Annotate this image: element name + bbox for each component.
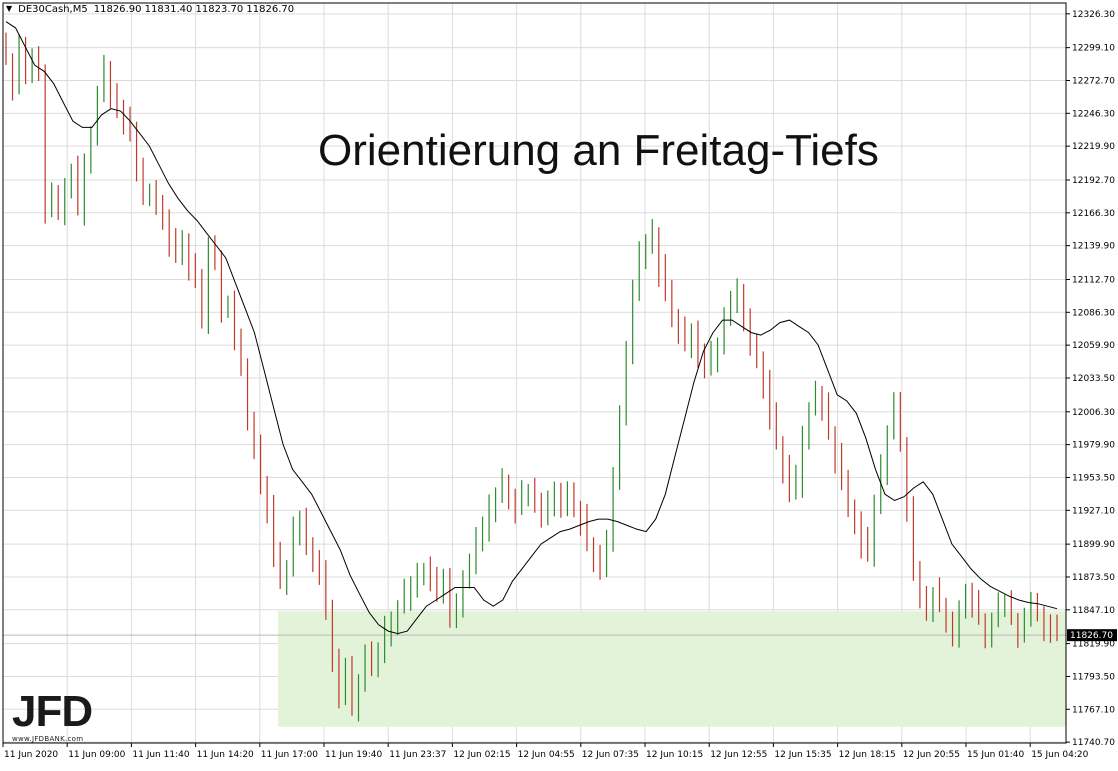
support-zone-layer [3, 611, 1066, 727]
x-tick-label: 12 Jun 15:35 [774, 750, 831, 760]
plot-border [2, 2, 1067, 744]
x-tick-label: 11 Jun 23:37 [389, 750, 446, 760]
y-tick-label: 12139.90 [1072, 242, 1115, 252]
symbol-label: DE30Cash,M5 [18, 4, 88, 15]
y-tick-label: 12086.30 [1072, 308, 1115, 318]
current-price-tag-label: 11826.70 [1070, 631, 1113, 641]
x-tick-label: 11 Jun 09:00 [68, 750, 125, 760]
y-tick-label: 11847.10 [1072, 606, 1115, 616]
x-tick-label: 12 Jun 20:55 [903, 750, 960, 760]
x-tick-label: 15 Jun 01:40 [967, 750, 1024, 760]
candles-layer [5, 32, 1058, 722]
y-tick-label: 12006.30 [1072, 408, 1115, 418]
logo-mark: JFD [12, 687, 93, 736]
y-tick-label: 12326.30 [1072, 10, 1115, 20]
price-axis: 12326.30 12299.10 12272.70 12246.30 12219.90… [1066, 10, 1117, 748]
x-tick-label: 12 Jun 18:15 [839, 750, 896, 760]
x-tick-label: 11 Jun 14:20 [197, 750, 254, 760]
triangle-down-icon[interactable]: ▼ [6, 4, 13, 13]
x-tick-label: 11 Jun 17:00 [261, 750, 318, 760]
y-tick-label: 12299.10 [1072, 44, 1115, 54]
x-tick-label: 11 Jun 11:40 [132, 750, 189, 760]
chart-headline: Orientierung an Freitag-Tiefs [318, 126, 879, 175]
y-tick-label: 12033.50 [1072, 374, 1115, 384]
x-tick-label: 12 Jun 12:55 [710, 750, 767, 760]
ohlc-values: 11826.90 11831.40 11823.70 11826.70 [93, 4, 295, 15]
y-tick-label: 11927.10 [1072, 506, 1115, 516]
y-tick-label: 11793.50 [1072, 672, 1115, 682]
x-tick-label: 15 Jun 04:20 [1031, 750, 1088, 760]
y-tick-label: 11899.90 [1072, 540, 1115, 550]
y-tick-label: 12112.70 [1072, 275, 1115, 285]
y-tick-label: 11873.50 [1072, 573, 1115, 583]
y-tick-label: 11953.50 [1072, 473, 1115, 483]
y-tick-label: 12246.30 [1072, 109, 1115, 119]
current-price-tag [1067, 629, 1117, 642]
support-zone [278, 611, 1066, 727]
y-tick-label: 11819.90 [1072, 640, 1115, 650]
x-tick-label: 11 Jun 19:40 [325, 750, 382, 760]
x-tick-label: 12 Jun 04:55 [518, 750, 575, 760]
y-tick-label: 12059.90 [1072, 341, 1115, 351]
x-tick-label: 12 Jun 10:15 [646, 750, 703, 760]
symbol-bar: ▼ DE30Cash,M5 11826.90 11831.40 11823.70… [6, 4, 294, 15]
y-tick-label: 12272.70 [1072, 76, 1115, 86]
x-tick-label: 12 Jun 07:35 [582, 750, 639, 760]
moving-average-line [5, 21, 1058, 635]
brand-logo: JFD www.JFDBANK.com [12, 687, 93, 744]
y-tick-label: 12219.90 [1072, 142, 1115, 152]
logo-website: www.JFDBANK.com [12, 735, 84, 743]
y-tick-label: 12166.30 [1072, 209, 1115, 219]
plot-frame [2, 2, 1067, 744]
x-tick-label: 11 Jun 2020 [4, 750, 58, 760]
x-tick-label: 12 Jun 02:15 [453, 750, 510, 760]
y-tick-label: 11767.10 [1072, 705, 1115, 715]
y-tick-label: 11740.70 [1072, 738, 1115, 748]
time-axis: 11 Jun 2020 11 Jun 09:00 11 Jun 11:40 11 Ju… [2, 743, 1089, 760]
y-tick-label: 11979.90 [1072, 441, 1115, 451]
y-tick-label: 12192.70 [1072, 176, 1115, 186]
moving-average-layer [5, 21, 1058, 635]
